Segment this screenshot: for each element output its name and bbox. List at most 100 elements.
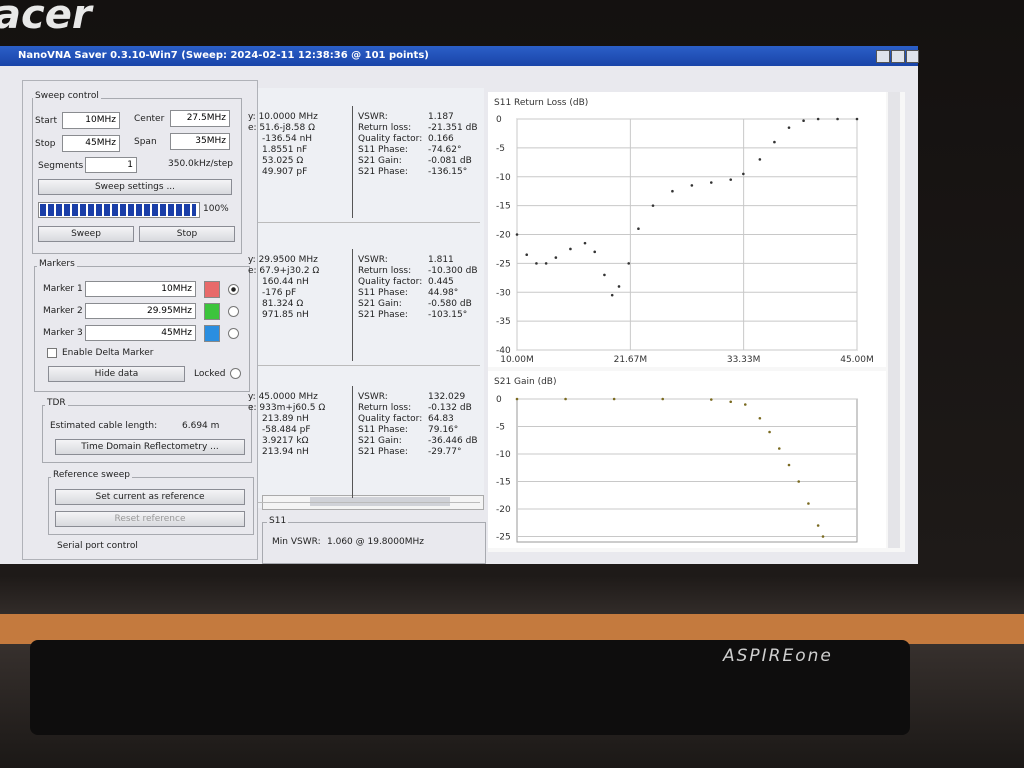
y-tick-label: -15 <box>496 478 511 488</box>
data-point <box>821 535 825 538</box>
marker-value: -176 pF <box>262 288 297 298</box>
marker-color[interactable] <box>204 303 220 320</box>
data-point <box>758 158 762 161</box>
reference-group <box>48 477 254 535</box>
group-title: Sweep control <box>33 91 101 101</box>
sweep-settings-button[interactable]: Sweep settings ... <box>38 179 232 195</box>
marker-label: Marker 2 <box>43 306 83 316</box>
reset-reference-button[interactable]: Reset reference <box>55 511 245 527</box>
tdr-group <box>42 405 252 463</box>
label: Span <box>134 137 157 147</box>
param-label: VSWR: <box>358 112 388 122</box>
window-title: NanoVNA Saver 0.3.10-Win7 (Sweep: 2024-0… <box>18 50 429 61</box>
param-value: -0.132 dB <box>428 403 472 413</box>
data-point <box>787 126 791 129</box>
data-point <box>544 262 548 265</box>
param-label: S21 Gain: <box>358 436 402 446</box>
marker-label: Marker 3 <box>43 328 83 338</box>
group-title: TDR <box>45 398 68 408</box>
marker-radio[interactable] <box>228 284 239 295</box>
chart-title: S21 Gain (dB) <box>494 377 557 387</box>
data-point <box>777 447 781 450</box>
param-label: Return loss: <box>358 123 412 133</box>
control-panel <box>22 80 258 560</box>
marker-radio[interactable] <box>228 328 239 339</box>
data-point <box>627 262 631 265</box>
param-value: -0.081 dB <box>428 156 472 166</box>
v-scrollbar[interactable] <box>888 92 900 548</box>
block-separator <box>258 222 480 223</box>
data-point <box>729 400 733 404</box>
data-point <box>709 181 713 184</box>
locked-label: Locked <box>194 369 226 379</box>
model-logo: ASPIREone <box>723 646 833 666</box>
min-vswr-label: Min VSWR: <box>272 537 321 547</box>
marker-input[interactable]: 45MHz <box>85 325 196 341</box>
title-bar <box>0 46 918 66</box>
minimize-button[interactable] <box>876 50 890 63</box>
x-tick-label: 10.00M <box>500 355 534 365</box>
data-point <box>515 233 519 236</box>
param-value: -21.351 dB <box>428 123 478 133</box>
marker-value: 81.324 Ω <box>262 299 304 309</box>
sweep-button[interactable]: Sweep <box>38 226 134 242</box>
marker-radio[interactable] <box>228 306 239 317</box>
y-tick-label: -30 <box>496 288 511 298</box>
marker-value: 213.89 nH <box>262 414 309 424</box>
data-point <box>816 117 820 121</box>
data-point <box>583 241 587 245</box>
param-label: Quality factor: <box>358 134 423 144</box>
data-point <box>612 397 616 401</box>
param-value: 1.187 <box>428 112 454 122</box>
cable-length: 6.694 m <box>182 421 220 431</box>
marker-input[interactable]: 29.95MHz <box>85 303 196 319</box>
start-input[interactable]: 10MHz <box>62 112 120 129</box>
data-point <box>768 430 771 434</box>
data-point <box>802 119 805 123</box>
data-point <box>855 117 859 121</box>
y-tick-label: -25 <box>496 533 511 543</box>
segments-input[interactable]: 1 <box>85 157 137 173</box>
param-label: S11 Phase: <box>358 145 408 155</box>
x-tick-label: 33.33M <box>727 355 761 365</box>
center-input[interactable]: 27.5MHz <box>170 110 230 127</box>
chart-panel <box>488 371 886 548</box>
span-input[interactable]: 35MHz <box>170 133 230 150</box>
chart-title: S11 Return Loss (dB) <box>494 98 588 108</box>
marker-color[interactable] <box>204 325 220 342</box>
param-label: Return loss: <box>358 266 412 276</box>
param-value: 1.811 <box>428 255 454 265</box>
maximize-button[interactable] <box>891 50 905 63</box>
data-point <box>671 189 674 193</box>
y-tick-label: -10 <box>496 173 511 183</box>
param-value: -103.15° <box>428 310 468 320</box>
checkbox[interactable] <box>47 348 57 358</box>
locked-radio[interactable] <box>230 368 241 379</box>
marker-value: 3.9217 kΩ <box>262 436 309 446</box>
close-button[interactable] <box>906 50 919 63</box>
param-value: 0.445 <box>428 277 454 287</box>
marker-value: 213.94 nH <box>262 447 309 457</box>
tdr-button[interactable]: Time Domain Reflectometry ... <box>55 439 245 455</box>
marker-label: Marker 1 <box>43 284 83 294</box>
stop-input[interactable]: 45MHz <box>62 135 120 152</box>
scroll-thumb[interactable] <box>310 497 450 506</box>
marker-color[interactable] <box>204 281 220 298</box>
stop-button[interactable]: Stop <box>139 226 235 242</box>
param-value: -136.15° <box>428 167 468 177</box>
marker-value: y: 10.0000 MHz <box>248 112 318 122</box>
set-reference-button[interactable]: Set current as reference <box>55 489 245 505</box>
data-point <box>797 480 801 483</box>
param-value: 0.166 <box>428 134 454 144</box>
hide-data-button[interactable]: Hide data <box>48 366 185 382</box>
data-point <box>593 250 597 254</box>
param-label: S11 Phase: <box>358 425 408 435</box>
group-title: Markers <box>37 259 77 269</box>
data-point <box>729 178 733 181</box>
param-label: VSWR: <box>358 255 388 265</box>
marker-data-panel <box>258 88 484 508</box>
marker-input[interactable]: 10MHz <box>85 281 196 297</box>
param-value: -0.580 dB <box>428 299 472 309</box>
brand-logo: acer <box>0 0 92 38</box>
